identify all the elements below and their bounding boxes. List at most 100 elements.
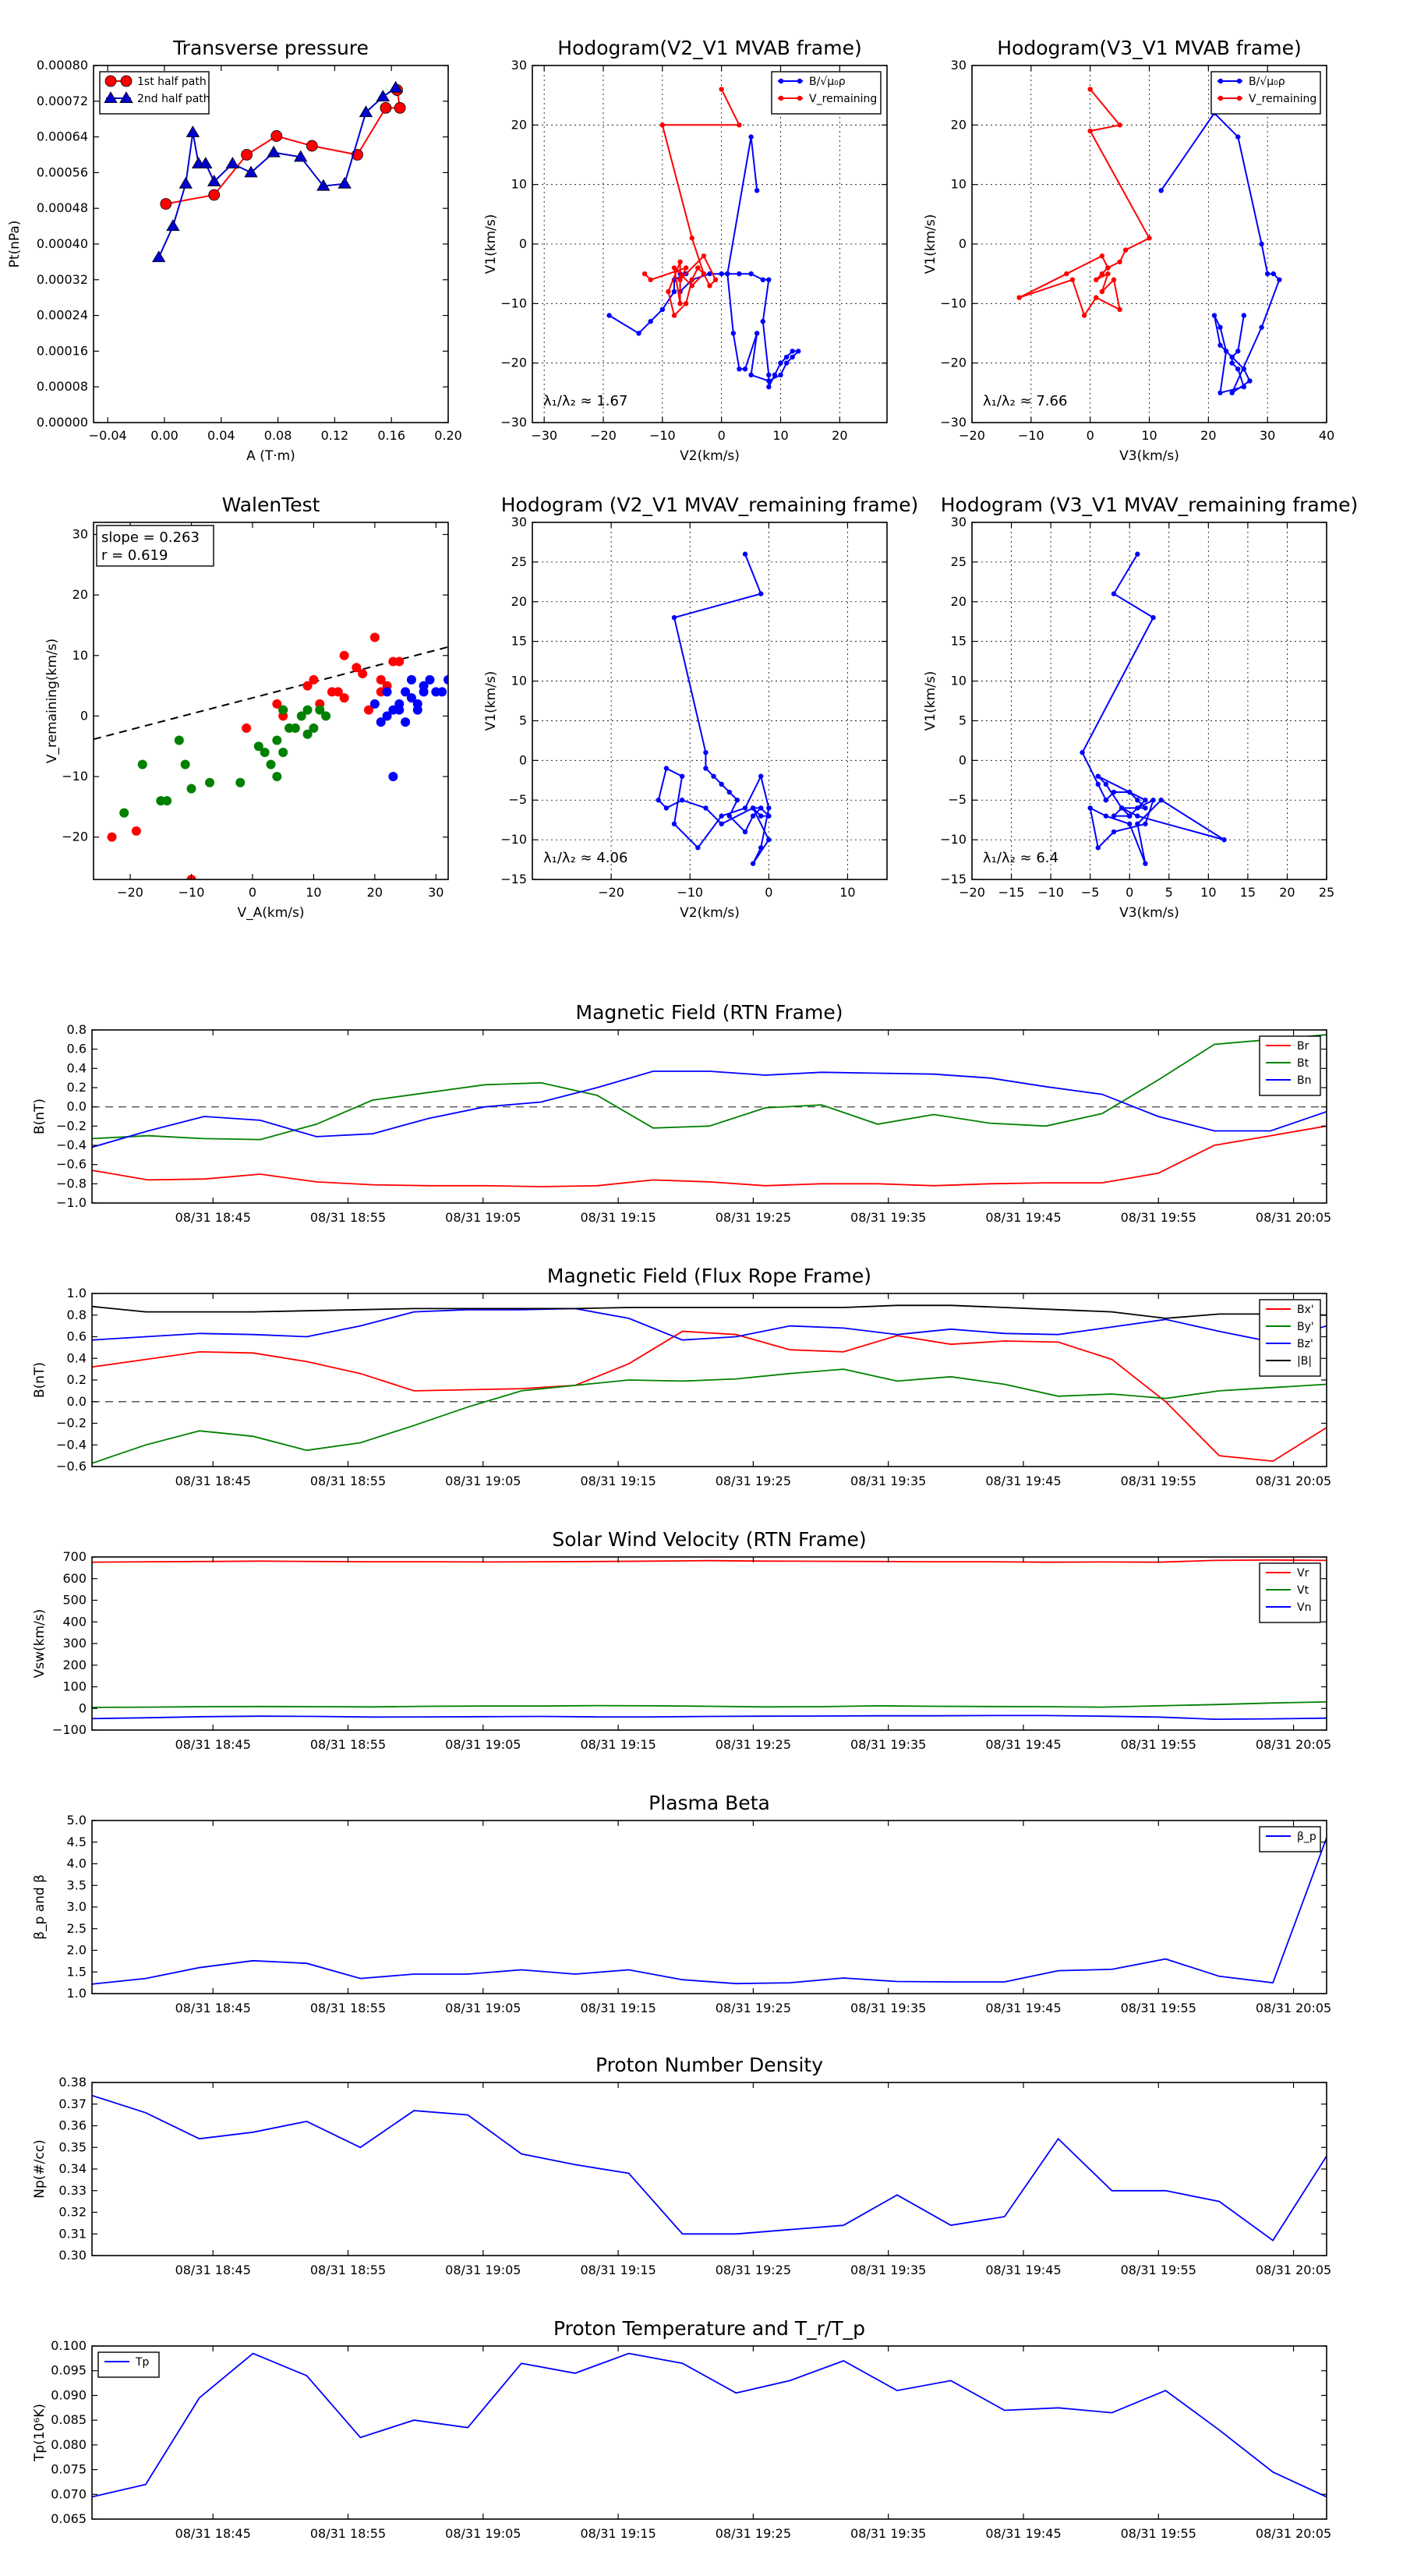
y-tick-label: 2.5 bbox=[67, 1921, 87, 1936]
chart-tp: Transverse pressure −0.04 0.00 0.04 0.08 0.12… bbox=[7, 37, 462, 464]
x-tick-label: 08/31 19:15 bbox=[580, 1210, 656, 1225]
data-point bbox=[636, 331, 641, 336]
stats-box bbox=[96, 525, 214, 567]
chart-title: Hodogram(V2_V1 MVAB frame) bbox=[557, 37, 861, 59]
data-point bbox=[225, 157, 240, 168]
y-axis-label: Pt(nPa) bbox=[7, 221, 23, 268]
plot-area bbox=[1080, 551, 1227, 866]
y-tick-label: 1.5 bbox=[67, 1964, 87, 1979]
data-point bbox=[1111, 829, 1117, 835]
x-tick-label: 08/31 19:35 bbox=[850, 2526, 926, 2541]
data-point bbox=[166, 219, 180, 232]
axes-frame bbox=[532, 65, 888, 423]
data-point bbox=[754, 331, 760, 336]
data-point bbox=[296, 711, 306, 721]
legend: B/√μ₀ρ V_remaining bbox=[1210, 71, 1321, 115]
data-point bbox=[290, 723, 300, 733]
data-point bbox=[380, 101, 392, 114]
x-tick-label: −10 bbox=[178, 885, 205, 900]
y-tick-label: −20 bbox=[62, 830, 88, 844]
data-point bbox=[1080, 749, 1085, 755]
data-point bbox=[358, 669, 368, 679]
series-group-0 bbox=[656, 551, 772, 866]
data-point bbox=[131, 826, 141, 836]
data-point bbox=[242, 723, 252, 733]
data-point bbox=[748, 134, 754, 140]
plot-area bbox=[92, 2352, 1327, 2498]
y-axis-label: B(nT) bbox=[32, 1099, 48, 1134]
y-tick-label: 10 bbox=[951, 674, 967, 688]
x-tick-label: 0 bbox=[1126, 885, 1133, 900]
x-tick-label: 40 bbox=[1319, 428, 1334, 443]
data-point bbox=[766, 384, 772, 390]
x-tick-label: 08/31 19:05 bbox=[445, 1737, 521, 1752]
x-tick-label: 5 bbox=[1165, 885, 1173, 900]
x-tick-label: 20 bbox=[1200, 428, 1216, 443]
data-point bbox=[376, 674, 386, 685]
data-point bbox=[695, 265, 701, 271]
series-line bbox=[92, 1304, 1327, 1319]
data-point bbox=[1270, 271, 1276, 277]
data-point bbox=[1111, 591, 1117, 596]
data-point bbox=[253, 741, 263, 752]
x-tick-label: 08/31 19:15 bbox=[580, 2001, 656, 2015]
y-tick-label: 0.075 bbox=[51, 2462, 87, 2477]
data-point bbox=[689, 283, 694, 288]
y-axis-label: V1(km/s) bbox=[923, 671, 938, 731]
series-line bbox=[92, 2094, 1327, 2242]
data-point bbox=[737, 366, 742, 372]
y-tick-label: 700 bbox=[62, 1549, 87, 1564]
plot-area bbox=[92, 2094, 1327, 2242]
data-point bbox=[394, 656, 405, 667]
plot-area bbox=[92, 1034, 1327, 1187]
y-tick-label: 4.5 bbox=[67, 1835, 87, 1849]
data-point bbox=[663, 805, 670, 811]
data-point bbox=[772, 372, 778, 378]
chart-hodo_v3: Hodogram(V3_V1 MVAB frame) −20 −10 0 10 20 30 4… bbox=[923, 37, 1334, 464]
data-point bbox=[1143, 861, 1148, 866]
data-point bbox=[315, 705, 325, 715]
data-point bbox=[339, 650, 349, 660]
data-point bbox=[1259, 324, 1264, 331]
data-point bbox=[726, 813, 732, 819]
data-point bbox=[1241, 384, 1247, 390]
data-point bbox=[1117, 122, 1122, 128]
x-tick-label: 20 bbox=[367, 885, 383, 900]
data-point bbox=[677, 277, 683, 282]
x-tick-label: −10 bbox=[1037, 885, 1064, 900]
y-tick-label: 0.085 bbox=[51, 2412, 87, 2427]
chart-title: Hodogram (V3_V1 MVAV_remaining frame) bbox=[941, 494, 1359, 516]
y-tick-label: −5 bbox=[948, 792, 967, 807]
x-tick-label: 08/31 19:55 bbox=[1121, 2526, 1196, 2541]
data-point bbox=[178, 176, 193, 189]
data-point bbox=[244, 165, 258, 178]
axes-frame bbox=[971, 522, 1327, 880]
x-tick-label: −10 bbox=[677, 885, 703, 900]
data-point bbox=[174, 735, 184, 745]
data-point bbox=[1087, 128, 1093, 134]
y-tick-label: 25 bbox=[511, 554, 527, 569]
y-tick-label: −15 bbox=[940, 872, 967, 886]
data-point bbox=[207, 175, 221, 186]
legend: 1st half path 2nd half path bbox=[99, 71, 210, 115]
legend-label: Br bbox=[1297, 1040, 1309, 1053]
data-point bbox=[1158, 188, 1164, 193]
series-V_remaining bbox=[1016, 87, 1152, 318]
chart-hodo_v3r: Hodogram (V3_V1 MVAV_remaining frame) −20… bbox=[923, 494, 1358, 921]
data-point bbox=[1241, 366, 1247, 372]
y-tick-label: 0.00080 bbox=[37, 58, 88, 73]
legend-marker bbox=[104, 75, 117, 87]
y-tick-label: 25 bbox=[951, 554, 967, 569]
data-point bbox=[750, 813, 756, 819]
legend-marker bbox=[1236, 95, 1242, 101]
data-point bbox=[754, 188, 760, 193]
x-tick-label: 08/31 19:55 bbox=[1121, 2263, 1196, 2277]
data-point bbox=[376, 90, 390, 102]
series-line bbox=[92, 1559, 1327, 1563]
y-tick-label: 0.00000 bbox=[37, 415, 88, 430]
y-tick-label: 0.00040 bbox=[37, 236, 88, 251]
data-point bbox=[1119, 805, 1125, 811]
y-tick-label: −0.6 bbox=[56, 1157, 87, 1172]
slope-label: slope = 0.263 bbox=[101, 529, 200, 546]
data-point bbox=[679, 798, 685, 803]
